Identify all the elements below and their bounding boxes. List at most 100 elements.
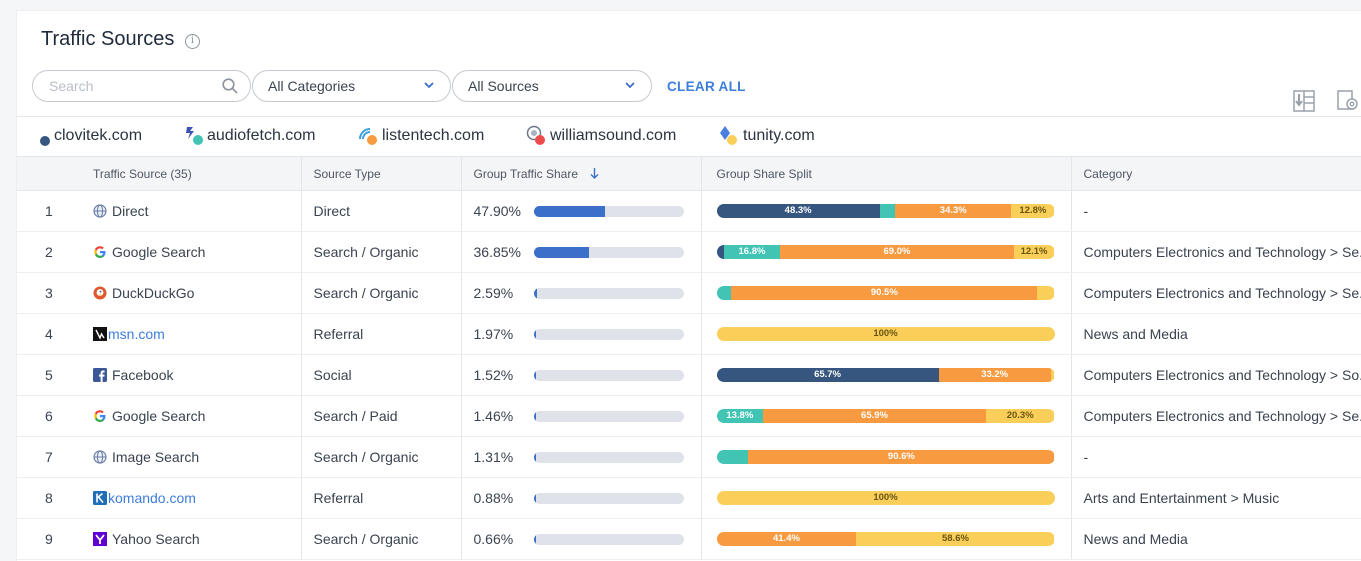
table-row[interactable]: 9 Yahoo Search Search / Organic 0.66% 41.4% 5… [17, 518, 1361, 560]
header-group-traffic-share[interactable]: Group Traffic Share [461, 156, 702, 191]
share-bar-fill [533, 493, 536, 504]
header-source-type[interactable]: Source Type [301, 156, 462, 191]
table-row[interactable]: 7 Image Search Search / Organic 1.31% 90.6% - [17, 436, 1361, 478]
split-segment-audiofetch[interactable] [716, 450, 749, 464]
globe-icon [93, 450, 107, 464]
split-segment-audiofetch[interactable] [716, 286, 732, 300]
share-split-bar[interactable]: 100% [716, 327, 1055, 341]
table-row[interactable]: 3 DuckDuckGo Search / Organic 2.59% 90.5% Com… [17, 272, 1361, 314]
header-category[interactable]: Category [1071, 156, 1361, 191]
header-traffic-source-label: Traffic Source (35) [93, 166, 192, 181]
split-segment-williamsound[interactable]: 12.1% [1013, 245, 1055, 259]
chevron-down-icon [424, 82, 434, 89]
google-icon [93, 245, 107, 259]
row-source-type: Search / Organic [301, 272, 462, 314]
share-split-bar[interactable]: 16.8% 69.0% 12.1% [716, 245, 1055, 259]
row-group-share-split: 16.8% 69.0% 12.1% [701, 231, 1072, 273]
share-split-bar[interactable]: 65.7% 33.2% [716, 368, 1055, 382]
split-segment-listentech[interactable]: 90.6% [748, 450, 1055, 464]
share-split-bar[interactable]: 48.3% 34.3% 12.8% [716, 204, 1055, 218]
split-segment-listentech[interactable]: 33.2% [938, 368, 1051, 382]
split-segment-williamsound[interactable]: 58.6% [856, 532, 1055, 546]
share-split-bar[interactable]: 100% [716, 491, 1055, 505]
traffic-source-label: Yahoo Search [112, 531, 200, 547]
sort-down-arrow-icon[interactable] [590, 167, 599, 179]
legend-item-williamsound[interactable]: williamsound.com [550, 127, 677, 144]
row-category: Computers Electronics and Technology > S… [1071, 395, 1361, 437]
excel-export-icon[interactable] [1292, 89, 1316, 113]
share-value: 0.88% [473, 490, 514, 506]
table-settings-icon[interactable] [1336, 89, 1360, 113]
row-group-traffic-share: 0.66% [461, 518, 702, 560]
komando-icon [93, 491, 107, 505]
table-row[interactable]: 1 Direct Direct 47.90% 48.3% 34.3% 12.8% - [17, 190, 1361, 232]
share-split-bar[interactable]: 13.8% 65.9% 20.3% [716, 409, 1055, 423]
split-segment-listentech[interactable]: 34.3% [895, 204, 1012, 218]
google-icon [93, 409, 107, 423]
split-segment-listentech[interactable]: 69.0% [780, 245, 1014, 259]
table-row[interactable]: 8 komando.com Referral 0.88% 100% Arts and En… [17, 477, 1361, 519]
share-bar-fill [533, 452, 536, 463]
row-group-share-split: 90.5% [701, 272, 1072, 314]
legend-item-audiofetch[interactable]: audiofetch.com [207, 127, 316, 144]
clovitek-icon [40, 136, 50, 146]
row-group-share-split: 41.4% 58.6% [701, 518, 1072, 560]
info-icon[interactable]: i [185, 34, 200, 49]
split-segment-listentech[interactable]: 90.5% [731, 286, 1038, 300]
legend-item-tunity[interactable]: tunity.com [743, 127, 815, 144]
share-split-bar[interactable]: 41.4% 58.6% [716, 532, 1055, 546]
row-traffic-source: Google Search [93, 395, 302, 437]
category-dropdown[interactable]: All Categories [252, 70, 451, 102]
row-traffic-source[interactable]: msn.com [93, 313, 302, 355]
split-segment-williamsound[interactable]: 100% [716, 491, 1055, 505]
table-row[interactable]: 5 Facebook Social 1.52% 65.7% 33.2% Computers … [17, 354, 1361, 396]
source-dropdown-label: All Sources [468, 78, 539, 94]
legend-item-clovitek[interactable]: clovitek.com [54, 127, 143, 144]
row-rank: 5 [17, 354, 93, 396]
row-group-share-split: 100% [701, 313, 1072, 355]
traffic-source-label[interactable]: msn.com [108, 326, 165, 342]
search-icon[interactable] [222, 78, 238, 94]
row-source-type: Search / Paid [301, 395, 462, 437]
source-dropdown[interactable]: All Sources [452, 70, 652, 102]
search-input[interactable] [32, 70, 251, 102]
header-group-share-split[interactable]: Group Share Split [701, 156, 1072, 191]
share-split-bar[interactable]: 90.5% [716, 286, 1055, 300]
table-row[interactable]: 2 Google Search Search / Organic 36.85% 16.8… [17, 231, 1361, 273]
row-category: - [1071, 190, 1361, 232]
split-segment-williamsound[interactable] [1050, 368, 1055, 382]
split-segment-williamsound[interactable]: 12.8% [1011, 204, 1055, 218]
split-segment-listentech[interactable]: 65.9% [763, 409, 986, 423]
share-split-bar[interactable]: 90.6% [716, 450, 1055, 464]
chevron-down-icon [625, 82, 635, 89]
split-segment-williamsound[interactable]: 20.3% [985, 409, 1055, 423]
row-rank: 3 [17, 272, 93, 314]
split-segment-listentech[interactable]: 41.4% [716, 532, 857, 546]
split-segment-williamsound[interactable]: 100% [716, 327, 1055, 341]
row-group-traffic-share: 1.97% [461, 313, 702, 355]
share-bar [533, 329, 684, 340]
split-segment-audiofetch[interactable]: 13.8% [716, 409, 764, 423]
table-row[interactable]: 4 msn.com Referral 1.97% 100% News and Media [17, 313, 1361, 355]
listentech-icon [359, 128, 377, 145]
row-traffic-source[interactable]: komando.com [93, 477, 302, 519]
row-group-share-split: 65.7% 33.2% [701, 354, 1072, 396]
table-row[interactable]: 6 Google Search Search / Paid 1.46% 13.8% 65.… [17, 395, 1361, 437]
row-source-type: Search / Organic [301, 518, 462, 560]
split-segment-williamsound[interactable] [1037, 286, 1055, 300]
split-segment-clovitek[interactable]: 65.7% [716, 368, 939, 382]
split-segment-clovitek[interactable] [716, 245, 724, 259]
clear-all-button[interactable]: CLEAR ALL [667, 79, 746, 94]
traffic-source-label[interactable]: komando.com [108, 490, 196, 506]
msn-icon [93, 327, 107, 341]
split-segment-clovitek[interactable]: 48.3% [716, 204, 880, 218]
row-category: Computers Electronics and Technology > S… [1071, 354, 1361, 396]
legend-item-listentech[interactable]: listentech.com [382, 127, 485, 144]
split-segment-audiofetch[interactable]: 16.8% [723, 245, 781, 259]
row-group-share-split: 13.8% 65.9% 20.3% [701, 395, 1072, 437]
traffic-source-label: Google Search [112, 244, 206, 260]
split-segment-audiofetch[interactable] [879, 204, 896, 218]
row-group-share-split: 90.6% [701, 436, 1072, 478]
header-traffic-source[interactable]: Traffic Source (35) [93, 156, 302, 191]
row-group-traffic-share: 1.52% [461, 354, 702, 396]
